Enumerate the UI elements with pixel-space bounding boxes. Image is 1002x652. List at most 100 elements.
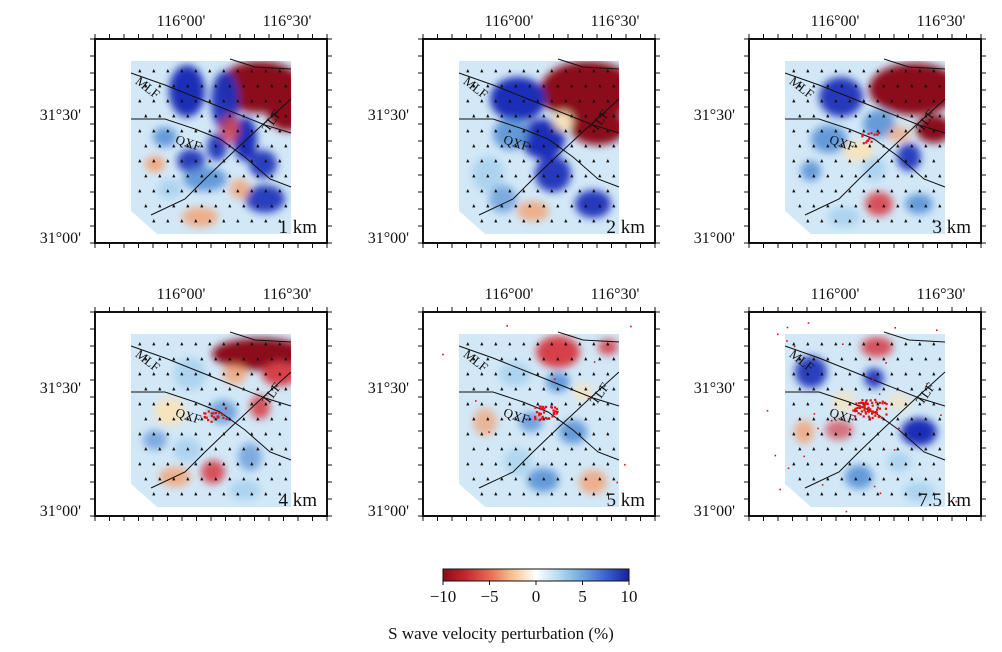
event-dot	[534, 415, 537, 418]
station-icon	[606, 432, 610, 436]
lat-tick-label: 31°30'	[368, 107, 409, 124]
anomaly-blob	[519, 412, 543, 432]
station-icon	[806, 342, 810, 346]
station-icon	[564, 219, 568, 223]
station-icon	[180, 462, 184, 466]
station-icon	[486, 144, 490, 148]
anomaly-blob	[795, 356, 827, 388]
fault-mlf-line	[458, 345, 620, 407]
station-icon	[904, 372, 908, 376]
station-icon	[820, 402, 824, 406]
event-dot	[868, 137, 871, 140]
station-icon	[480, 69, 484, 73]
event-dot	[214, 412, 218, 415]
lon-tick-label: 116°00'	[485, 286, 534, 303]
station-icon	[612, 114, 616, 118]
station-icon	[180, 219, 184, 223]
station-icon	[222, 342, 226, 346]
station-icon	[242, 357, 246, 361]
station-icon	[550, 219, 554, 223]
event-dot	[546, 417, 549, 420]
station-icon	[284, 84, 288, 88]
station-icon	[834, 129, 838, 133]
station-icon	[564, 462, 568, 466]
event-dot	[538, 419, 541, 422]
station-icon	[890, 462, 894, 466]
station-icon	[494, 99, 498, 103]
station-icon	[904, 432, 908, 436]
station-icon	[820, 462, 824, 466]
station-icon	[522, 69, 526, 73]
station-icon	[194, 372, 198, 376]
station-icon	[550, 462, 554, 466]
colorbar-tick-label: 10	[621, 587, 638, 606]
station-icon	[278, 69, 282, 73]
station-icon	[848, 432, 852, 436]
fault-tlf-line	[478, 98, 620, 216]
event-dot	[867, 139, 870, 142]
station-icon	[486, 204, 490, 208]
station-icon	[924, 84, 928, 88]
event-dot	[874, 398, 877, 401]
station-icon	[834, 99, 838, 103]
colorbar-tick-label: −5	[480, 587, 498, 606]
station-icon	[144, 114, 148, 118]
station-icon	[812, 417, 816, 421]
event-dot	[856, 406, 859, 409]
station-icon	[592, 492, 596, 496]
station-icon	[486, 387, 490, 391]
station-icon	[152, 372, 156, 376]
station-icon	[876, 342, 880, 346]
station-icon	[876, 129, 880, 133]
event-dot	[867, 415, 870, 418]
station-icon	[480, 432, 484, 436]
station-icon	[556, 204, 560, 208]
event-dot	[871, 416, 874, 419]
station-icon	[138, 159, 142, 163]
station-icon	[536, 99, 540, 103]
station-icon	[854, 144, 858, 148]
station-icon	[798, 417, 802, 421]
station-icon	[542, 204, 546, 208]
station-icon	[834, 342, 838, 346]
anomaly-blob	[540, 61, 619, 121]
station-icon	[806, 69, 810, 73]
station-icon	[172, 84, 176, 88]
event-dot	[222, 416, 225, 419]
lon-tick-label: 116°30'	[591, 286, 640, 303]
station-icon	[528, 387, 532, 391]
event-dot	[873, 133, 876, 136]
station-icon	[924, 477, 928, 481]
station-icon	[138, 69, 142, 73]
station-icon	[270, 417, 274, 421]
station-icon	[536, 129, 540, 133]
station-icon	[556, 357, 560, 361]
event-dot	[863, 409, 866, 412]
station-icon	[256, 387, 260, 391]
station-icon	[494, 492, 498, 496]
station-icon	[172, 477, 176, 481]
station-icon	[918, 342, 922, 346]
event-dot	[885, 413, 888, 416]
anomaly-blob	[579, 470, 607, 494]
station-icon	[222, 69, 226, 73]
station-icon	[166, 402, 170, 406]
anomaly-blob	[794, 420, 814, 444]
station-icon	[250, 99, 254, 103]
event-dot	[786, 326, 789, 329]
station-icon	[180, 159, 184, 163]
station-icon	[564, 189, 568, 193]
station-icon	[848, 69, 852, 73]
colorbar-gradient	[442, 568, 630, 582]
fault-qxf-line	[459, 118, 620, 188]
station-icon	[472, 417, 476, 421]
station-icon	[834, 432, 838, 436]
station-icon	[138, 129, 142, 133]
anomaly-blob	[598, 339, 618, 355]
station-icon	[868, 204, 872, 208]
station-icon	[486, 84, 490, 88]
station-icon	[228, 357, 232, 361]
event-dot	[535, 411, 538, 414]
